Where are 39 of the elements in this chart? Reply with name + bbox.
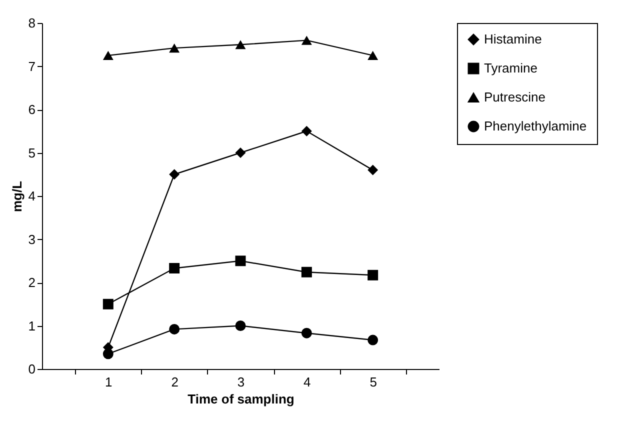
point (102, 298, 114, 310)
point (235, 256, 246, 266)
point (102, 348, 114, 360)
y-tick-label: 2 (28, 275, 36, 290)
point (169, 44, 180, 53)
y-tick-label: 0 (28, 362, 36, 376)
point (301, 266, 312, 278)
y-tick-label: 1 (28, 318, 36, 334)
point (235, 148, 246, 158)
point (368, 164, 378, 176)
point (169, 262, 180, 274)
y-tick-label: 3 (28, 232, 36, 247)
x-tick-label: 4 (304, 374, 311, 390)
x-axis-title: Time of sampling (188, 392, 294, 406)
point (301, 328, 312, 338)
x-tick-label: 1 (105, 374, 112, 390)
point (368, 334, 378, 346)
point (368, 270, 378, 280)
legend-label: Tyramine (484, 60, 538, 76)
point (368, 50, 378, 60)
point (235, 320, 246, 331)
point (235, 40, 246, 50)
x-tick-label: 2 (171, 374, 178, 390)
point (102, 50, 114, 60)
point (169, 324, 180, 334)
x-tick-label: 5 (370, 374, 377, 390)
point (301, 36, 312, 45)
y-axis-title: mg/L (9, 180, 24, 212)
y-tick-label: 5 (28, 145, 36, 160)
point (301, 126, 312, 136)
legend-label: Putrescine (484, 90, 546, 104)
legend-label: Histamine (484, 32, 542, 46)
y-tick-label: 8 (28, 16, 36, 30)
y-tick-label: 7 (28, 58, 36, 74)
y-tick-label: 6 (28, 102, 36, 117)
x-tick-label: 3 (237, 374, 245, 390)
legend-label: Phenylethylamine (484, 118, 587, 134)
y-tick-label: 4 (28, 188, 36, 204)
point (169, 169, 180, 180)
